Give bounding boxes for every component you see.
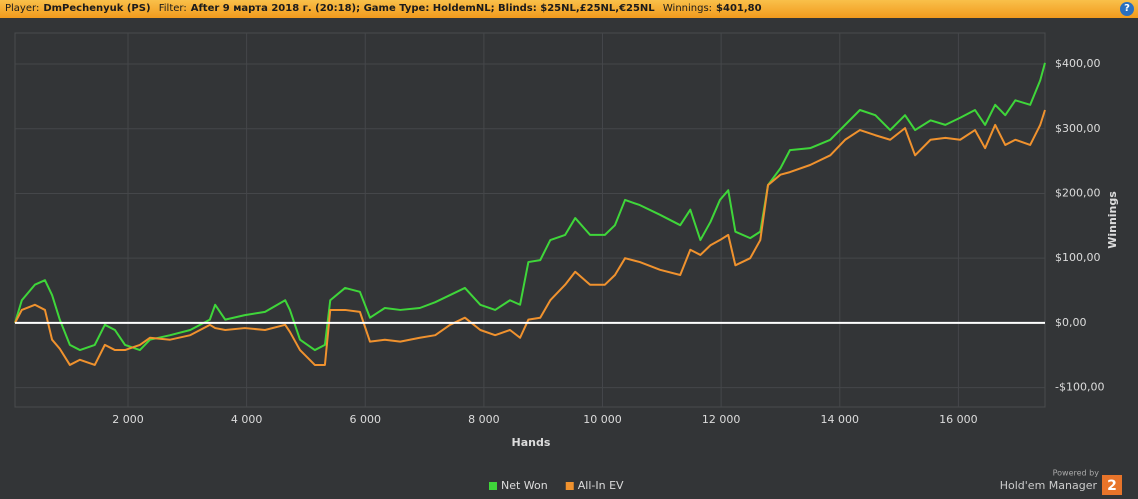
plot-area [14,32,1046,408]
x-tick-label: 12 000 [702,413,741,426]
filter-label: Filter: [158,3,187,14]
powered-by: Powered by [1053,469,1100,478]
legend-swatch [489,482,497,490]
legend-label: All-In EV [578,479,624,492]
winnings-label: Winnings: [662,3,713,14]
help-button[interactable]: ? [1120,2,1134,16]
chart: Hands Winnings Powered by Hold'em Manage… [14,32,1122,495]
x-tick-label: 16 000 [939,413,978,426]
y-tick-label: $300,00 [1055,122,1101,135]
player-value: DmPechenyuk (PS) [43,3,151,14]
winnings-value: $401,80 [716,3,762,14]
filter-value: After 9 марта 2018 г. (20:18); Game Type… [190,3,655,14]
brand-logo [1102,475,1122,495]
x-tick-label: 6 000 [350,413,382,426]
player-label: Player: [5,3,40,14]
x-tick-label: 14 000 [821,413,860,426]
y-tick-label: $0,00 [1055,316,1087,329]
legend-label: Net Won [501,479,548,492]
y-axis-title: Winnings [1106,191,1119,249]
brand-name: Hold'em Manager [1000,479,1098,492]
x-axis-title: Hands [512,436,551,449]
x-tick-label: 4 000 [231,413,263,426]
filter-bar: Player: DmPechenyuk (PS) Filter: After 9 м… [0,0,1138,18]
series-line [14,62,1046,352]
y-tick-label: $200,00 [1055,186,1101,199]
x-tick-label: 8 000 [468,413,500,426]
x-tick-label: 10 000 [583,413,622,426]
y-tick-label: -$100,00 [1055,381,1104,394]
y-tick-label: $400,00 [1055,57,1101,70]
legend-swatch [565,482,574,490]
y-tick-label: $100,00 [1055,251,1101,264]
brand-logo-text: 2 [1107,478,1117,494]
series-line [14,109,1046,366]
x-tick-label: 2 000 [112,413,144,426]
